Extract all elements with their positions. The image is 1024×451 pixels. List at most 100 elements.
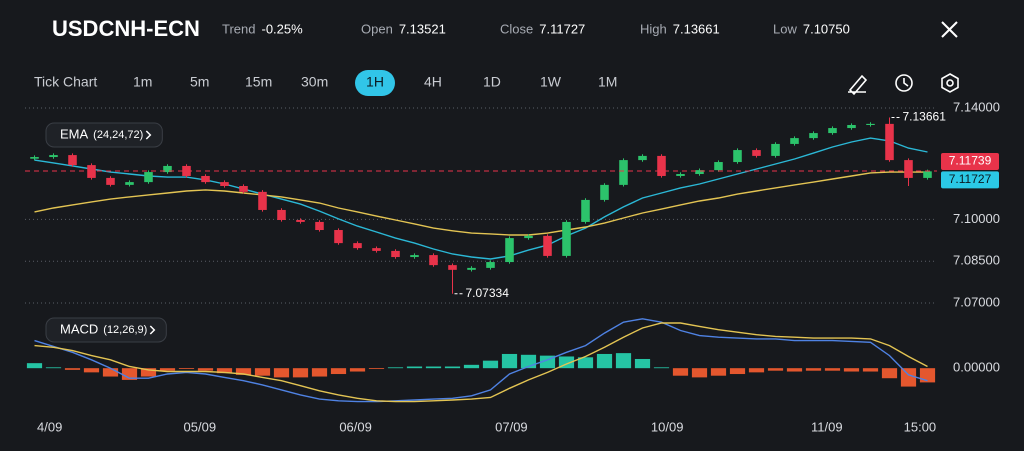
candle-body [125,182,134,185]
candle-body [144,172,153,183]
timer-icon [895,74,913,92]
x-tick-label: 4/09 [37,419,62,434]
macd-bar [596,353,613,369]
timeframe-button[interactable]: 4H [424,74,442,90]
symbol: USDCNH-ECN [52,16,200,41]
macd-bar [64,368,81,370]
candle-body [790,138,799,144]
timeframe-button[interactable]: 30m [301,74,328,90]
macd-bar [653,367,670,369]
candle-body [106,177,115,185]
stat-label: High [640,21,667,36]
candle-body [543,235,552,256]
macd-bar [786,368,803,372]
timeframe-label: 1M [598,74,617,90]
macd-bar [843,368,860,372]
stat-value: 7.13661 [673,21,720,36]
macd-bar [273,368,290,378]
timeframe-button[interactable]: 1H [355,70,395,96]
x-tick-label: 07/09 [495,419,528,434]
candle-body [258,191,267,210]
macd-bar [83,368,100,373]
candle-body [562,221,571,256]
macd-bar [349,368,366,372]
candle-body [752,150,761,156]
selected-pill [355,70,395,96]
macd-bar [368,368,385,370]
pen-icon [848,74,868,96]
candle-body [733,150,742,163]
macd-bar [178,368,195,370]
indicator-label[interactable]: EMA (24,24,72) [45,122,163,148]
x-tick-label: 05/09 [184,419,217,434]
candle-body [30,157,39,159]
indicator-line [34,171,928,236]
timer-hand [903,78,909,87]
timeframe-button[interactable]: 5m [190,74,209,90]
macd-bar [254,368,271,376]
macd-bar [26,363,43,369]
settings-dot [946,79,954,87]
timeframe-label: 1D [483,74,501,90]
timeframe-button[interactable]: 1M [598,74,617,90]
macd-bar [691,368,708,378]
candle-body [904,160,913,178]
candle-body [866,123,875,125]
macd-bar [387,367,404,369]
close-icon [941,21,958,38]
draw-tool[interactable] [848,74,868,96]
candle-body [410,255,419,258]
macd-bar [102,368,119,377]
close-button[interactable] [941,21,958,38]
timer-tool[interactable] [895,74,913,92]
timeframe-button[interactable]: Tick Chart [34,74,97,90]
macd-bar [425,366,442,369]
y-tick-label: 7.07000 [953,294,1000,309]
settings-tool[interactable] [941,73,959,93]
candle-body [619,160,628,185]
stat-label: Open [361,21,393,36]
candle-body [448,265,457,270]
indicator-label[interactable]: MACD (12,26,9) [45,317,167,343]
candle-body [828,128,837,134]
timeframe-button[interactable]: 1m [133,74,152,90]
timeframe-label: 4H [424,74,442,90]
candle-body [68,155,77,166]
stat-value: 7.11727 [539,21,585,36]
candle-body [315,221,324,231]
macd-bar [311,368,328,377]
plot-area [25,107,937,304]
candle-body [714,162,723,171]
candle-body [391,250,400,258]
plot-area [26,318,936,403]
candle-body [87,165,96,178]
candle-body [600,184,609,200]
timeframe-button[interactable]: 15m [245,74,272,90]
macd-bar [235,368,252,375]
candle-body [657,155,666,176]
macd-bar [729,368,746,375]
plots: 7.14000 7.10000 7.08500 7.07000 7.13661 7.073… [25,99,1000,434]
indicator-params: (24,24,72) [93,129,143,141]
indicator-name: EMA [60,126,89,141]
candle-body [695,170,704,175]
macd-bar [482,360,499,369]
indicator-box [45,122,163,148]
macd-bar [140,368,157,377]
indicator-line [34,318,928,403]
macd-bar [159,368,176,371]
candle-body [201,175,210,183]
timeframe-button[interactable]: 1W [540,74,562,90]
macd-bar [710,368,727,376]
candle-body [809,133,818,139]
candle-body [429,255,438,266]
stat-label: Low [773,21,797,36]
stat-value: 7.13521 [399,21,446,36]
macd-bar [672,368,689,376]
macd-bar [634,358,651,369]
macd-bar [216,368,233,374]
chevron [145,130,152,140]
timeframe-button[interactable]: 1D [483,74,501,90]
macd-bar [197,368,214,371]
